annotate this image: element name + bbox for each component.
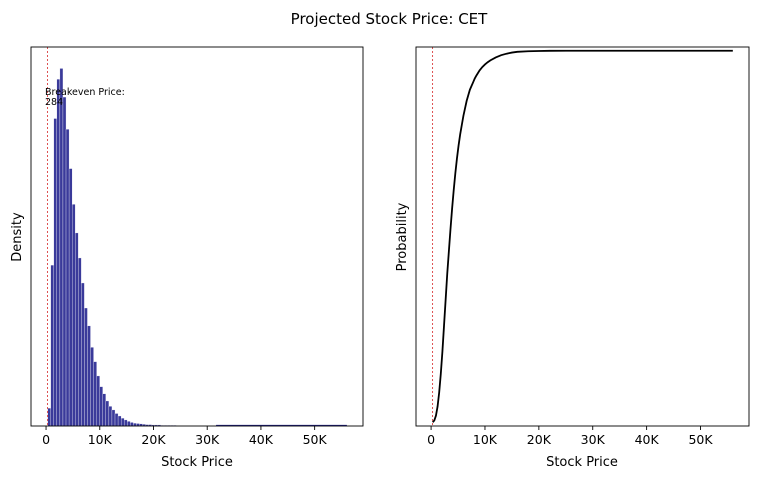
histogram-bar — [99, 386, 103, 427]
histogram-x-ticks: 0 10K 20K 30K 40K 50K — [42, 426, 328, 447]
x-tick-label: 40K — [635, 432, 660, 447]
histogram-bars — [47, 68, 347, 427]
histogram-bar — [93, 361, 97, 427]
histogram-bar — [124, 419, 128, 427]
histogram-bar — [62, 96, 67, 427]
cdf-x-axis-label: Stock Price — [546, 455, 618, 470]
cdf-y-axis-label: Probability — [395, 202, 410, 271]
x-tick-label: 30K — [581, 432, 606, 447]
histogram-bar — [90, 347, 94, 427]
breakeven-label: Breakeven Price: — [45, 87, 125, 98]
histogram-bar — [87, 325, 91, 427]
histogram-bar — [53, 118, 57, 427]
x-tick-label: 30K — [195, 432, 220, 447]
histogram-bar — [105, 400, 110, 427]
x-tick-label: 50K — [688, 432, 713, 447]
x-tick-label: 40K — [249, 432, 274, 447]
breakeven-value-label: 284 — [45, 97, 63, 108]
histogram-bar — [108, 406, 113, 427]
x-tick-label: 20K — [141, 432, 166, 447]
histogram-bar — [75, 232, 79, 427]
histogram-bar — [78, 257, 82, 427]
histogram-bar — [114, 413, 119, 427]
histogram-bar — [47, 407, 51, 427]
cdf-panel: 0 10K 20K 30K 40K 50K Stock Price Probability — [395, 46, 750, 470]
histogram-bar — [96, 375, 100, 427]
x-tick-label: 50K — [303, 432, 328, 447]
histogram-bar — [127, 421, 131, 427]
histogram-bar — [68, 168, 73, 427]
histogram-bar — [117, 415, 122, 427]
cdf-axes-frame — [415, 46, 750, 427]
cdf-curve — [432, 49, 733, 423]
figure-title: Projected Stock Price: CET — [291, 10, 488, 28]
histogram-bar — [59, 68, 64, 427]
cdf-x-ticks: 0 10K 20K 30K 40K 50K — [427, 426, 713, 447]
histogram-bar — [111, 409, 116, 427]
x-tick-label: 20K — [527, 432, 552, 447]
histogram-bar — [102, 393, 106, 427]
histogram-y-axis-label: Density — [10, 212, 25, 262]
x-tick-label: 10K — [88, 432, 113, 447]
x-tick-label: 0 — [427, 432, 435, 447]
histogram-panel: Breakeven Price: 284 0 10K 20K 30K 40K 50K St… — [10, 46, 364, 470]
x-tick-label: 0 — [42, 432, 50, 447]
histogram-axes-frame — [30, 46, 364, 427]
histogram-bar — [50, 264, 54, 427]
histogram-bar — [72, 204, 76, 427]
histogram-bar — [65, 129, 70, 427]
x-tick-label: 10K — [473, 432, 498, 447]
histogram-x-axis-label: Stock Price — [161, 455, 233, 470]
histogram-bar — [81, 282, 85, 427]
histogram-bar — [130, 422, 134, 427]
histogram-bar — [56, 79, 61, 427]
histogram-bar — [84, 307, 88, 427]
histogram-bar — [120, 417, 125, 427]
